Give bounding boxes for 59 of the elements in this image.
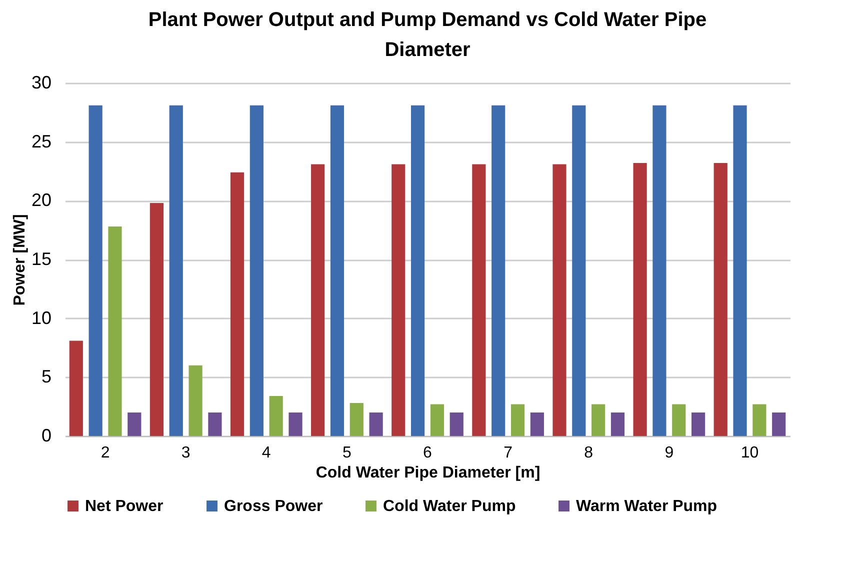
- bar: [350, 403, 364, 436]
- bar: [311, 164, 325, 436]
- bar: [208, 412, 222, 436]
- bar: [592, 404, 606, 436]
- bar: [772, 412, 786, 436]
- legend-label: Cold Water Pump: [383, 498, 516, 515]
- bar: [633, 163, 647, 436]
- x-tick-label: 3: [181, 444, 190, 462]
- bar: [169, 105, 183, 436]
- y-tick-label: 0: [41, 426, 52, 446]
- bar: [610, 412, 625, 436]
- x-tick-label: 5: [342, 444, 352, 462]
- bar: [714, 163, 728, 436]
- x-tick-label: 9: [664, 444, 674, 462]
- x-tick-label: 4: [262, 444, 271, 462]
- bar: [410, 105, 425, 436]
- bar: [330, 105, 344, 436]
- x-tick-label: 2: [100, 444, 110, 462]
- bar: [150, 203, 164, 436]
- bar: [492, 105, 506, 436]
- bar: [472, 164, 486, 436]
- bar: [672, 404, 686, 436]
- bar: [430, 404, 444, 436]
- x-tick-label: 7: [504, 444, 513, 462]
- x-axis-title: Cold Water Pipe Diameter [m]: [316, 464, 540, 482]
- bar: [188, 365, 202, 436]
- bar: [552, 164, 566, 436]
- y-tick-label: 10: [31, 308, 52, 328]
- bar: [69, 340, 83, 436]
- y-tick-label: 25: [31, 131, 52, 152]
- legend-label: Net Power: [85, 498, 164, 515]
- bar: [752, 404, 766, 436]
- y-tick-label: 15: [31, 249, 52, 269]
- bar: [88, 105, 102, 436]
- y-tick-label: 5: [41, 366, 52, 387]
- bar: [691, 412, 706, 436]
- bar: [250, 105, 264, 436]
- bar: [572, 105, 586, 436]
- x-tick-label: 6: [423, 444, 432, 462]
- bar: [269, 396, 283, 436]
- x-tick-label: 8: [584, 444, 594, 462]
- bar: [392, 164, 406, 436]
- bar: [369, 412, 383, 436]
- legend-label: Warm Water Pump: [576, 498, 718, 515]
- x-tick-label: 10: [740, 444, 759, 462]
- bar: [288, 412, 302, 436]
- bar: [733, 105, 747, 436]
- bar: [510, 404, 525, 436]
- bar: [652, 105, 666, 436]
- bar: [230, 172, 244, 436]
- bar: [108, 226, 122, 436]
- y-tick-label: 30: [31, 72, 52, 92]
- y-tick-label: 20: [31, 190, 52, 210]
- legend-label: Gross Power: [224, 498, 323, 515]
- bar: [450, 412, 464, 436]
- chart-title: Plant Power Output and Pump Demand vs Cold Water Pipe Diameter: [148, 9, 707, 61]
- bar: [128, 412, 142, 436]
- bar: [530, 412, 544, 436]
- y-axis-title: Power [MW]: [11, 214, 28, 306]
